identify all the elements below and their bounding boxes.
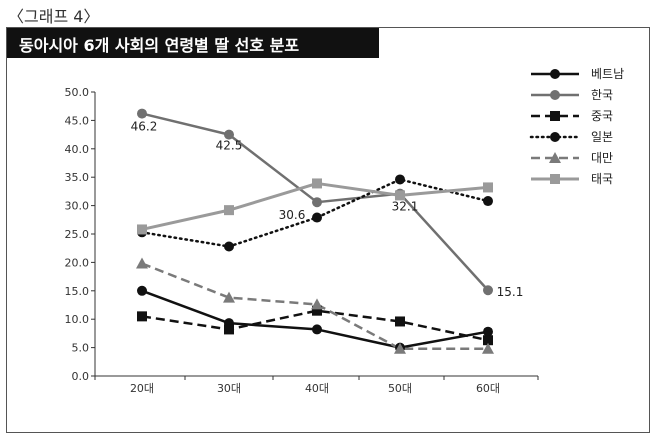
y-tick-label: 50.0: [65, 86, 90, 99]
data-point-series-1: [312, 324, 322, 335]
data-label: 30.6: [279, 208, 306, 222]
y-tick-label: 20.0: [65, 256, 90, 269]
data-point-series-3: [395, 316, 405, 327]
legend-marker: [549, 152, 561, 163]
data-point-series-5: [136, 257, 148, 269]
data-point-series-6: [224, 205, 234, 216]
y-tick-label: 0.0: [72, 370, 90, 383]
series-line-1: [141, 289, 489, 349]
legend-label: 중국: [591, 109, 613, 123]
y-tick-label: 10.0: [65, 313, 90, 326]
legend-marker: [550, 69, 560, 79]
data-point-series-1: [137, 285, 147, 296]
data-point-series-5: [311, 298, 323, 310]
data-point-series-5: [482, 342, 494, 354]
legend-marker: [550, 174, 560, 184]
x-tick-label: 60대: [476, 382, 500, 395]
x-tick-label: 50대: [388, 382, 412, 395]
data-point-series-4: [483, 196, 493, 207]
data-point-series-6: [483, 182, 493, 193]
data-point-series-3: [224, 324, 234, 335]
data-label: 42.5: [216, 139, 243, 153]
data-label: 46.2: [131, 120, 158, 134]
x-tick-label: 20대: [130, 382, 154, 395]
legend-marker: [550, 132, 560, 142]
data-point-series-1: [483, 326, 493, 337]
y-tick-label: 5.0: [72, 342, 90, 355]
data-point-series-4: [312, 212, 322, 223]
data-label: 32.1: [392, 200, 419, 214]
data-point-series-2: [137, 108, 147, 119]
y-tick-label: 40.0: [65, 143, 90, 156]
series-line-5: [141, 262, 488, 350]
x-tick-label: 40대: [305, 382, 329, 395]
chart-title-bar: 동아시아 6개 사회의 연령별 딸 선호 분포: [7, 28, 379, 58]
data-label: 15.1: [497, 285, 524, 299]
y-tick-label: 15.0: [65, 285, 90, 298]
data-point-series-6: [137, 224, 147, 235]
legend-marker: [550, 90, 560, 100]
data-point-series-2: [224, 129, 234, 140]
line-chart: 0.0 5.0 10.0 15.0 20.0 25.0 30.0 35.0 40.0 45.0 50…: [65, 67, 625, 395]
series-line-3: [141, 309, 489, 342]
y-tick-label: 30.0: [65, 200, 90, 213]
x-tick-label: 30대: [217, 382, 241, 395]
data-point-series-6: [312, 178, 322, 189]
legend-label: 대만: [591, 151, 613, 165]
data-point-series-5: [223, 291, 235, 303]
y-tick-label: 45.0: [65, 114, 90, 127]
data-point-series-3: [137, 311, 147, 322]
legend-label: 태국: [591, 172, 613, 186]
legend-label: 베트남: [591, 67, 624, 81]
data-point-series-2: [483, 285, 493, 296]
data-point-series-5: [394, 342, 406, 354]
data-point-series-6: [395, 190, 405, 201]
chart-title: 동아시아 6개 사회의 연령별 딸 선호 분포: [19, 36, 300, 55]
figure-label: 〈그래프 4〉: [8, 7, 100, 26]
legend-label: 한국: [591, 88, 613, 102]
legend-marker: [550, 111, 560, 121]
data-point-series-2: [312, 197, 322, 208]
legend-label: 일본: [591, 130, 613, 144]
y-tick-label: 35.0: [65, 171, 90, 184]
data-point-series-3: [483, 335, 493, 346]
chart-frame: 동아시아 6개 사회의 연령별 딸 선호 분포 0.0 5.0 10.0 15.0 20…: [6, 27, 650, 433]
data-point-series-4: [224, 241, 234, 252]
data-point-series-4: [395, 174, 405, 185]
data-point-series-3: [312, 305, 322, 316]
y-tick-label: 25.0: [65, 228, 90, 241]
